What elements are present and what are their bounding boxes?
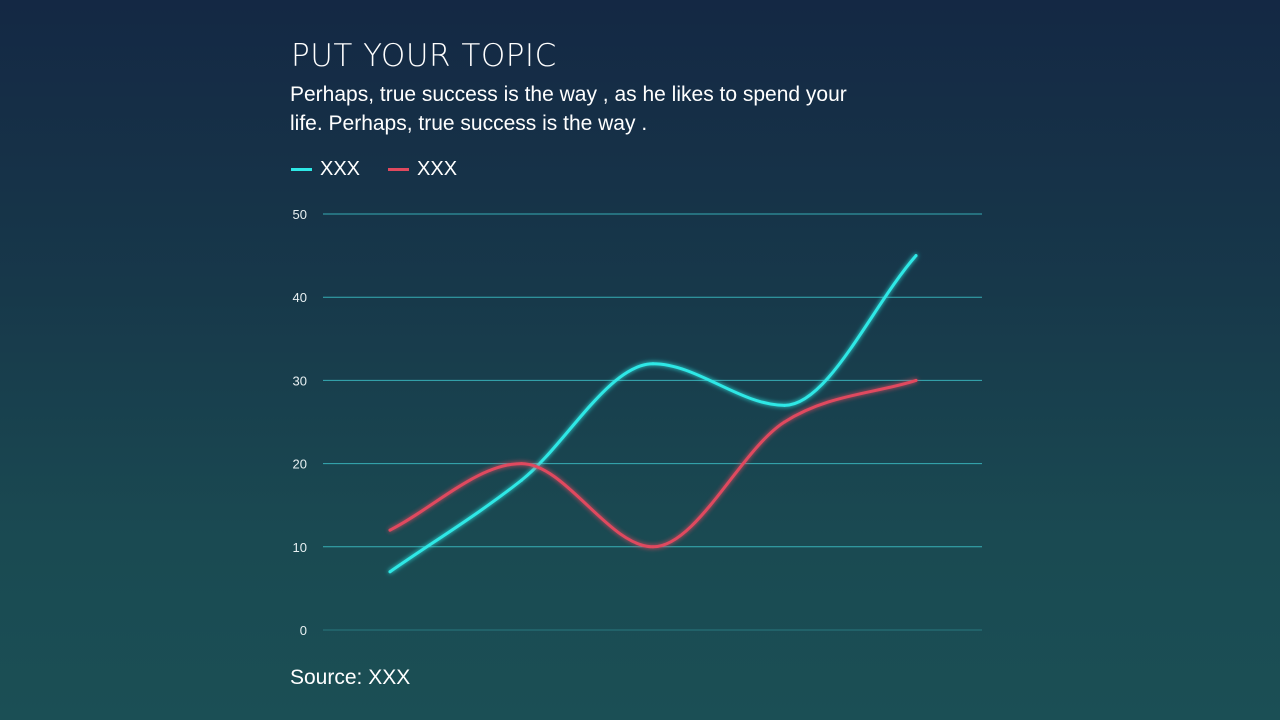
y-tick-label: 30 — [293, 373, 307, 388]
subtitle: Perhaps, true success is the way , as he… — [290, 83, 847, 135]
legend-swatch — [388, 168, 410, 171]
data-point — [388, 570, 392, 574]
data-point — [651, 545, 655, 549]
y-tick-label: 50 — [293, 207, 307, 222]
y-tick-label: 20 — [293, 457, 307, 472]
source-note: Source: XXX — [290, 666, 411, 689]
data-point — [783, 403, 786, 407]
legend-label: XXX — [417, 158, 458, 180]
data-point — [914, 254, 918, 258]
legend-swatch — [291, 168, 312, 171]
y-tick-label: 40 — [293, 290, 307, 305]
chart-legend: XXX XXX — [291, 158, 457, 181]
data-point — [520, 478, 523, 482]
data-point — [783, 420, 786, 424]
legend-item-series-1: XXX — [291, 158, 360, 181]
legend-item-series-2: XXX — [388, 158, 457, 181]
series-line-1 — [388, 254, 918, 574]
y-tick-label: 10 — [293, 540, 307, 555]
data-point — [520, 462, 523, 466]
data-point — [651, 362, 655, 366]
page-title: PUT YOUR TOPIC — [291, 38, 557, 74]
data-point — [388, 528, 392, 532]
legend-label: XXX — [320, 158, 361, 180]
y-tick-label: 0 — [300, 623, 307, 638]
data-point — [914, 378, 918, 382]
